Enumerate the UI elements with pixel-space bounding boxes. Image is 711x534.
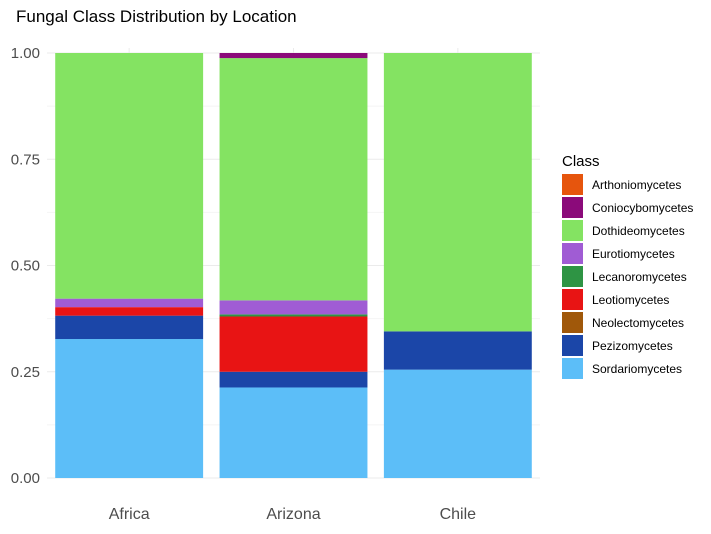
- bar-segment-arizona-coniocybomycetes: [219, 53, 368, 59]
- x-tick-label: Chile: [440, 506, 477, 523]
- legend-swatch: [562, 220, 583, 241]
- legend-swatch: [562, 197, 583, 218]
- y-axis: 0.00 0.25 0.50 0.75 1.00: [11, 45, 40, 487]
- legend-item: Arthoniomycetes: [562, 174, 681, 195]
- bar-segment-africa-pezizomycetes: [55, 315, 204, 340]
- legend-label: Leotiomycetes: [592, 293, 669, 307]
- legend-item: Pezizomycetes: [562, 335, 673, 356]
- legend-title: Class: [562, 153, 600, 170]
- legend-label: Arthoniomycetes: [592, 178, 681, 192]
- legend-item: Sordariomycetes: [562, 358, 682, 379]
- bar-segment-africa-eurotiomycetes: [55, 298, 204, 308]
- legend-swatch: [562, 335, 583, 356]
- y-tick-label: 0.00: [11, 470, 40, 487]
- legend-item: Neolectomycetes: [562, 312, 684, 333]
- bar-segment-chile-dothideomycetes: [383, 53, 532, 332]
- bar-segment-chile-sordariomycetes: [383, 369, 532, 478]
- bar-segment-africa-sordariomycetes: [55, 339, 204, 478]
- legend-item: Eurotiomycetes: [562, 243, 675, 264]
- legend-item: Leotiomycetes: [562, 289, 669, 310]
- bar-segment-arizona-eurotiomycetes: [219, 300, 368, 315]
- bar-segment-chile-pezizomycetes: [383, 331, 532, 370]
- legend-label: Lecanoromycetes: [592, 270, 687, 284]
- legend-item: Coniocybomycetes: [562, 197, 693, 218]
- y-tick-label: 1.00: [11, 45, 40, 62]
- bar-segment-arizona-pezizomycetes: [219, 371, 368, 388]
- legend-item: Lecanoromycetes: [562, 266, 687, 287]
- legend: Class Arthoniomycetes Coniocybomycetes Dot…: [562, 153, 693, 379]
- y-tick-label: 0.75: [11, 151, 40, 168]
- bar-segment-arizona-dothideomycetes: [219, 58, 368, 301]
- bars: [55, 53, 532, 478]
- legend-label: Sordariomycetes: [592, 362, 682, 376]
- chart-title: Fungal Class Distribution by Location: [16, 7, 297, 26]
- legend-item: Dothideomycetes: [562, 220, 685, 241]
- y-tick-label: 0.25: [11, 364, 40, 381]
- legend-label: Coniocybomycetes: [592, 201, 693, 215]
- legend-label: Eurotiomycetes: [592, 247, 675, 261]
- bar-segment-africa-leotiomycetes: [55, 307, 204, 316]
- legend-swatch: [562, 174, 583, 195]
- bar-segment-arizona-lecanoromycetes: [219, 314, 368, 317]
- legend-swatch: [562, 358, 583, 379]
- legend-swatch: [562, 312, 583, 333]
- legend-label: Dothideomycetes: [592, 224, 685, 238]
- legend-swatch: [562, 243, 583, 264]
- legend-swatch: [562, 266, 583, 287]
- legend-label: Neolectomycetes: [592, 316, 684, 330]
- x-axis: Africa Arizona Chile: [109, 506, 476, 523]
- x-tick-label: Arizona: [266, 506, 320, 523]
- bar-segment-arizona-sordariomycetes: [219, 387, 368, 478]
- legend-swatch: [562, 289, 583, 310]
- legend-label: Pezizomycetes: [592, 339, 673, 353]
- bar-segment-africa-dothideomycetes: [55, 53, 204, 299]
- bar-segment-arizona-leotiomycetes: [219, 316, 368, 372]
- y-tick-label: 0.50: [11, 258, 40, 275]
- x-tick-label: Africa: [109, 506, 150, 523]
